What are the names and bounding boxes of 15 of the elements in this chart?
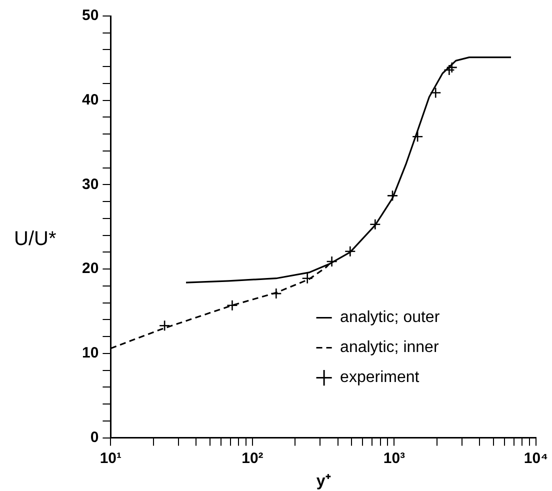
legend-label: analytic; inner	[340, 339, 440, 356]
x-tick-label: 10³	[383, 450, 406, 467]
y-axis-title: U/U*	[14, 228, 56, 251]
y-tick-label: 20	[82, 260, 99, 278]
y-tick-label: 40	[82, 92, 99, 108]
legend-label: analytic; outer	[340, 309, 440, 326]
x-tick-label: 10⁴	[524, 450, 548, 467]
x-tick-label: 10¹	[100, 450, 122, 467]
y-tick-label: 0	[90, 428, 99, 446]
x-tick-label: 10²	[242, 450, 264, 467]
x-axis-title: y⁺	[316, 472, 332, 490]
legend-label: experiment	[340, 369, 420, 386]
y-tick-label: 30	[82, 176, 99, 193]
y-tick-label: 50	[82, 7, 99, 24]
y-tick-label: 10	[82, 344, 99, 362]
